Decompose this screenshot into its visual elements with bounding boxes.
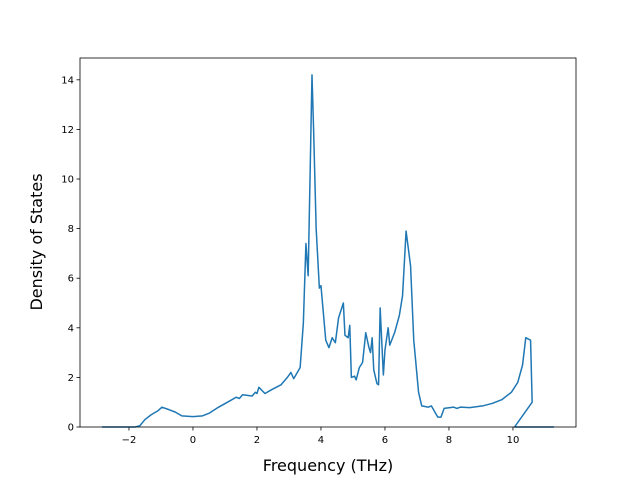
y-tick-label: 10: [61, 175, 74, 186]
x-tick-label: −2: [122, 435, 137, 446]
y-axis-label: Density of States: [27, 173, 46, 310]
y-tick-label: 6: [68, 274, 74, 285]
x-tick-label: 8: [446, 435, 452, 446]
y-tick-label: 2: [68, 373, 74, 384]
x-tick-label: 2: [254, 435, 260, 446]
y-tick-label: 0: [68, 423, 74, 434]
y-tick-label: 4: [68, 323, 74, 334]
plot-frame: [79, 57, 577, 428]
x-tick-label: 0: [190, 435, 196, 446]
y-tick-label: 12: [61, 125, 74, 136]
x-tick-label: 4: [318, 435, 324, 446]
y-tick-label: 8: [68, 224, 74, 235]
y-tick-label: 14: [61, 75, 74, 86]
x-axis-label: Frequency (THz): [263, 456, 393, 475]
x-tick-label: 6: [382, 435, 388, 446]
x-tick-label: 10: [507, 435, 520, 446]
dos-line: [102, 74, 554, 428]
